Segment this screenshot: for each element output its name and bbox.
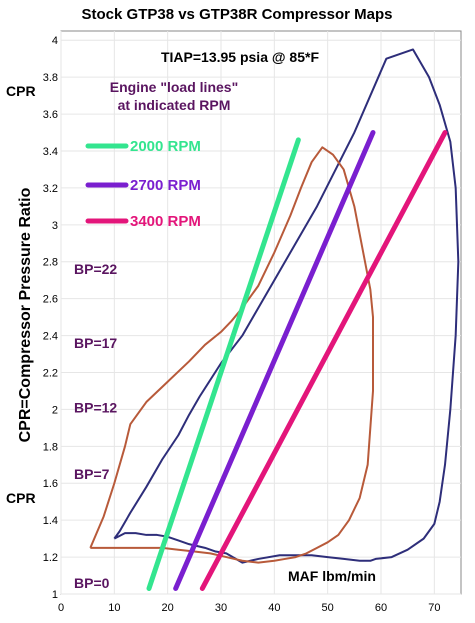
y-tick-label: 1.2 (43, 552, 58, 564)
y-tick-label: 3 (52, 220, 58, 232)
x-tick-label: 20 (162, 602, 174, 614)
load-lines-annotation: Engine "load lines" at indicated RPM (110, 79, 238, 113)
boost-pressure-label: BP=12 (74, 400, 117, 416)
compressor-map-outlines (89, 48, 460, 564)
x-tick-labels: 0 10 20 30 40 50 60 70 (58, 602, 441, 614)
x-tick-label: 40 (268, 602, 280, 614)
load-line-1 (146, 137, 301, 591)
load-line-2 (173, 130, 376, 591)
y-tick-label: 1.6 (43, 478, 58, 490)
compressor-map-outline-2 (89, 146, 374, 564)
y-tick-label: 3.6 (43, 109, 58, 121)
plot-border (60, 30, 462, 595)
boost-pressure-label: BP=7 (74, 466, 110, 482)
y-tick-label: 3.8 (43, 72, 58, 84)
x-tick-label: 30 (215, 602, 227, 614)
boost-pressure-label: BP=22 (74, 261, 117, 277)
y-tick-label: 3.2 (43, 183, 58, 195)
y-tick-label: 4 (52, 35, 58, 47)
y-tick-label: 1 (52, 589, 58, 601)
load-line-series (146, 130, 448, 591)
load-line-3 (199, 130, 448, 591)
boost-pressure-labels: BP=22 BP=17 BP=12 BP=7 BP=0 (74, 261, 117, 591)
legend-label: 3400 RPM (130, 213, 201, 230)
plot-frame (60, 30, 462, 595)
chart-title: Stock GTP38 vs GTP38R Compressor Maps (82, 6, 393, 23)
x-tick-label: 10 (108, 602, 120, 614)
boost-pressure-label: BP=17 (74, 335, 117, 351)
boost-pressure-label: BP=0 (74, 575, 110, 591)
side-axis-label-top: CPR (6, 83, 36, 99)
y-tick-label: 2.2 (43, 367, 58, 379)
y-tick-label: 2.6 (43, 294, 58, 306)
annotation-line: at indicated RPM (118, 97, 231, 113)
y-tick-label: 3.4 (43, 146, 58, 158)
y-tick-labels: 1 1.2 1.4 1.6 1.8 2 2.2 2.4 2.6 2.8 3 3.2 3.4 3.6 3.8 4 (43, 35, 58, 601)
y-axis-label: CPR=Compressor Pressure Ratio (17, 187, 34, 442)
x-tick-label: 70 (428, 602, 440, 614)
y-tick-label: 2 (52, 404, 58, 416)
chart-subtitle: TIAP=13.95 psia @ 85*F (161, 49, 319, 65)
side-axis-label-bottom: CPR (6, 490, 36, 506)
x-tick-label: 0 (58, 602, 64, 614)
y-tick-label: 1.8 (43, 441, 58, 453)
x-tick-label: 50 (322, 602, 334, 614)
y-tick-label: 1.4 (43, 515, 58, 527)
legend-label: 2700 RPM (130, 177, 201, 194)
x-axis-label: MAF lbm/min (288, 568, 376, 584)
y-tick-label: 2.8 (43, 257, 58, 269)
compressor-map-outline-1 (113, 48, 460, 564)
grid (60, 31, 461, 595)
annotation-line: Engine "load lines" (110, 79, 238, 95)
legend: 2000 RPM 2700 RPM 3400 RPM (85, 138, 201, 230)
x-tick-label: 60 (375, 602, 387, 614)
y-tick-label: 2.4 (43, 331, 58, 343)
legend-label: 2000 RPM (130, 138, 201, 155)
